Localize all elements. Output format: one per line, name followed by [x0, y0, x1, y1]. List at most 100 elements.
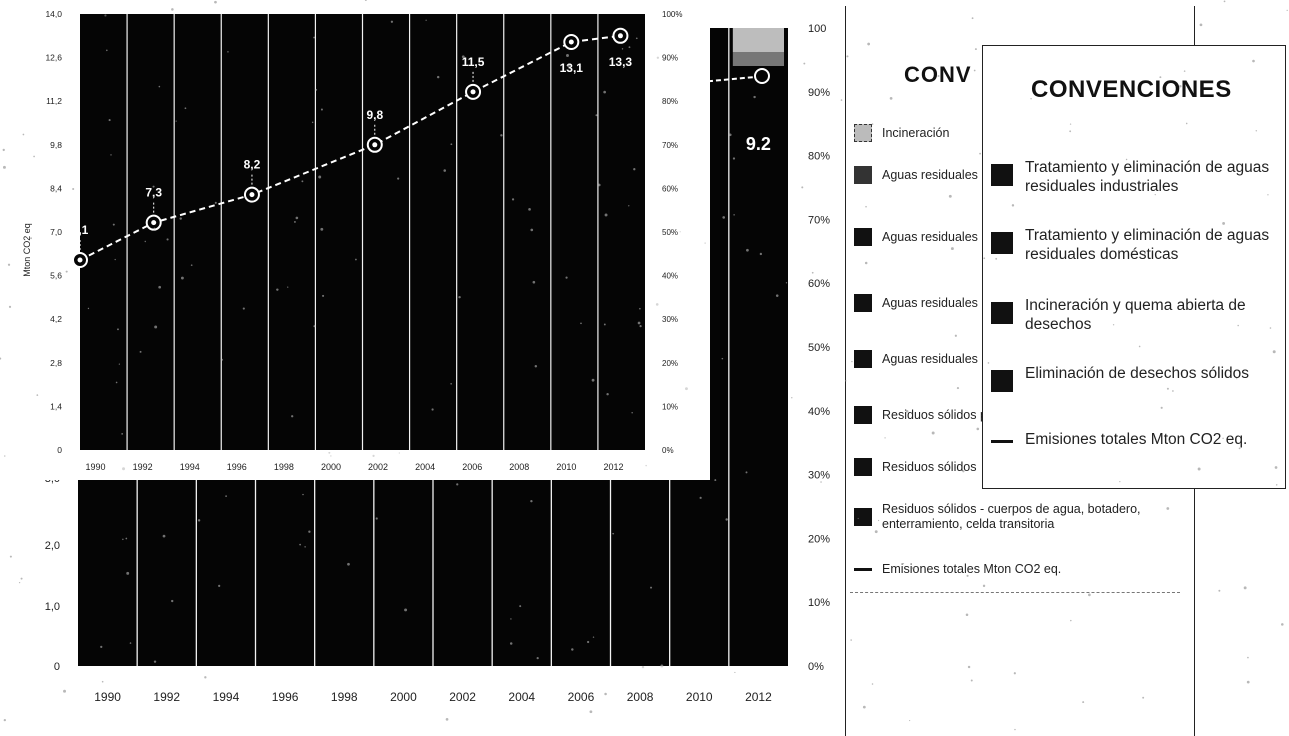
front-y-tick-label: 5,6 [50, 271, 62, 281]
front-y-tick-label: 2,8 [50, 358, 62, 368]
front-x-tick-label: 2006 [462, 462, 482, 472]
legend-panel-front: CONVENCIONES Tratamiento y eliminación d… [982, 45, 1286, 489]
front-y-axis-label: Mton CO2 eq [22, 223, 32, 277]
front-data-label: 13,3 [609, 55, 633, 69]
legend-front-item-3: Incineración y quema abierta de desechos [991, 296, 1281, 334]
front-data-label: 6,1 [72, 223, 89, 237]
dashed-line-bottom [850, 592, 1180, 593]
front-y-tick-label: 11,2 [46, 96, 62, 106]
back-x-tick-label: 1990 [94, 690, 121, 704]
legend-swatch [991, 302, 1013, 324]
legend-front-item-5: Emisiones totales Mton CO2 eq. [991, 430, 1281, 449]
front-data-point-dot [77, 257, 83, 263]
front-x-tick-label: 2008 [509, 462, 529, 472]
front-data-point-dot [568, 39, 574, 45]
legend-label: Incineración [882, 125, 950, 140]
legend-front-item-4: Eliminación de desechos sólidos [991, 364, 1281, 392]
noise-speck [1246, 680, 1250, 684]
front-data-point-dot [617, 33, 623, 39]
noise-speck [1243, 586, 1247, 590]
legend-front-item-2: Tratamiento y eliminación de aguas resid… [991, 226, 1281, 264]
legend-back-item-1: Incineración [854, 124, 1154, 142]
legend-back-item-8: Residuos sólidos - cuerpos de agua, bota… [854, 502, 1154, 532]
back-x-tick-label: 1996 [272, 690, 299, 704]
back-x-tick-label: 1998 [331, 690, 358, 704]
back-x-tick-label: 2006 [568, 690, 595, 704]
front-data-label: 11,5 [462, 55, 485, 69]
legend-line-swatch [854, 568, 872, 571]
back-trend-marker [754, 68, 770, 84]
front-y2-tick-label: 80% [662, 97, 678, 106]
front-x-tick-label: 2012 [603, 462, 623, 472]
noise-speck [1199, 23, 1203, 27]
back-y2-tick-label: 70% [808, 214, 830, 226]
back-x-tick-label: 1994 [213, 690, 240, 704]
back-bar-segment-2012 [732, 52, 784, 66]
front-y2-tick-label: 20% [662, 359, 678, 368]
front-data-label: 13,1 [560, 61, 584, 75]
legend-label: Residuos sólidos - cuerpos de agua, bota… [882, 502, 1141, 531]
front-y2-tick-label: 50% [662, 228, 678, 237]
legend-swatch [854, 124, 872, 142]
back-x-tick-label: 2000 [390, 690, 417, 704]
front-y-tick-label: 9,8 [50, 140, 62, 150]
legend-label: Incineración y quema abierta de desechos [1025, 297, 1246, 333]
front-x-tick-label: 1992 [133, 462, 153, 472]
front-x-tick-label: 1990 [86, 462, 106, 472]
legend-front-title: CONVENCIONES [1031, 76, 1232, 103]
back-x-tick-label: 2010 [686, 690, 713, 704]
front-y2-tick-label: 0% [662, 446, 674, 455]
back-x-tick-label: 2008 [627, 690, 654, 704]
back-y2-tick-label: 30% [808, 470, 830, 482]
back-x-tick-label: 2012 [745, 690, 772, 704]
front-y2-tick-label: 90% [662, 54, 678, 63]
front-y-tick-label: 12,6 [45, 53, 62, 63]
back-y2-tick-label: 60% [808, 278, 830, 290]
legend-label: Eliminación de desechos sólidos [1025, 365, 1250, 382]
legend-swatch [854, 350, 872, 368]
back-y2-tick-label: 90% [808, 87, 830, 99]
front-x-tick-label: 1994 [180, 462, 200, 472]
noise-speck [1286, 9, 1288, 12]
back-bar-value-label: 9.2 [746, 134, 771, 154]
back-y2-tick-label: 100 [808, 23, 826, 35]
legend-label: Tratamiento y eliminación de aguas resid… [1025, 159, 1270, 195]
front-data-label: 7,3 [145, 186, 162, 200]
front-x-tick-label: 2000 [321, 462, 341, 472]
legend-swatch [991, 164, 1013, 186]
legend-swatch [854, 406, 872, 424]
back-x-tick-label: 2002 [449, 690, 476, 704]
front-y-tick-label: 1,4 [50, 401, 62, 411]
back-y2-tick-label: 0% [808, 661, 824, 673]
front-y-tick-label: 14,0 [45, 9, 62, 19]
noise-speck [1218, 589, 1221, 592]
noise-speck [1247, 656, 1249, 659]
legend-back-item-9: Emisiones totales Mton CO2 eq. [854, 562, 1154, 577]
back-y-tick-label: 0 [54, 661, 60, 673]
legend-label: Emisiones totales Mton CO2 eq. [882, 562, 1062, 576]
front-chart: 1990 1992 1994 1996 1998 2000 2002 2004 2006 2008… [0, 0, 710, 480]
front-data-point-dot [249, 192, 255, 198]
front-data-label: 8,2 [244, 158, 261, 172]
legend-label: Emisiones totales Mton CO2 eq. [1025, 431, 1248, 448]
legend-line-swatch [991, 440, 1013, 443]
noise-speck [1281, 623, 1284, 626]
front-y2-tick-label: 40% [662, 272, 678, 281]
front-y-tick-label: 0 [57, 445, 62, 455]
front-y2-tick-label: 70% [662, 141, 678, 150]
front-x-tick-label: 2004 [415, 462, 435, 472]
front-x-tick-label: 1996 [227, 462, 247, 472]
legend-swatch [854, 458, 872, 476]
legend-swatch [991, 370, 1013, 392]
back-y2-tick-label: 80% [808, 151, 830, 163]
legend-swatch [854, 166, 872, 184]
back-y-tick-label: 2,0 [45, 540, 60, 552]
back-y-tick-label: 1,0 [45, 601, 60, 613]
legend-swatch [854, 508, 872, 526]
legend-front-item-1: Tratamiento y eliminación de aguas resid… [991, 158, 1281, 196]
front-y2-tick-label: 30% [662, 315, 678, 324]
front-x-tick-label: 1998 [274, 462, 294, 472]
legend-swatch [854, 228, 872, 246]
legend-back-title: CONV [904, 62, 972, 87]
back-y2-tick-label: 40% [808, 406, 830, 418]
